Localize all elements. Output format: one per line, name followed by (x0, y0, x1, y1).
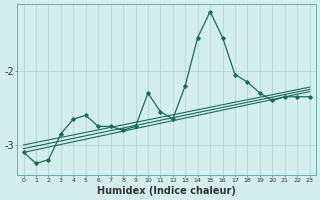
X-axis label: Humidex (Indice chaleur): Humidex (Indice chaleur) (97, 186, 236, 196)
